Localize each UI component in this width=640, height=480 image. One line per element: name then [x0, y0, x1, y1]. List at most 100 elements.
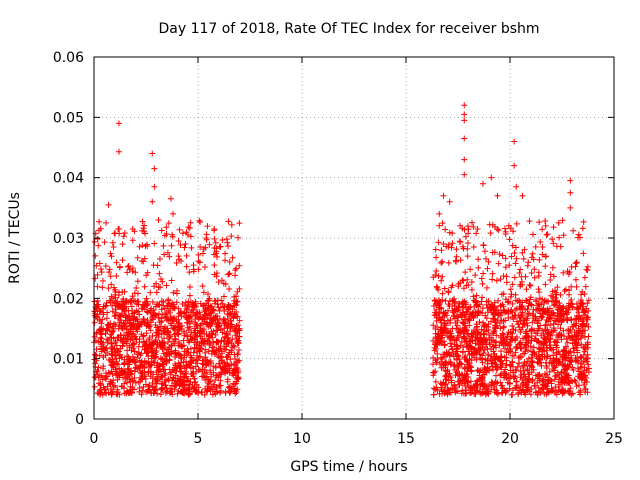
data-point — [175, 378, 182, 385]
data-point — [172, 377, 179, 384]
data-point — [165, 377, 172, 384]
y-tick-label: 0.06 — [53, 50, 84, 66]
data-point — [529, 250, 536, 257]
data-point — [208, 306, 215, 313]
data-point — [232, 267, 239, 274]
data-point — [231, 310, 238, 317]
data-point — [122, 335, 129, 342]
data-point — [181, 332, 188, 339]
data-point — [503, 279, 510, 286]
data-point — [118, 324, 125, 331]
data-point — [220, 338, 227, 345]
data-point — [144, 269, 151, 276]
data-point — [578, 291, 585, 298]
data-point — [168, 277, 175, 284]
data-point — [439, 290, 446, 297]
data-point — [512, 260, 519, 267]
data-point — [190, 349, 197, 356]
data-point — [193, 381, 200, 388]
data-point — [92, 352, 99, 359]
data-point — [141, 346, 148, 353]
data-point — [225, 362, 232, 369]
data-point — [156, 363, 163, 370]
data-point — [145, 321, 152, 328]
data-point — [560, 232, 567, 239]
data-point — [231, 385, 238, 392]
data-point — [192, 357, 199, 364]
data-point — [497, 276, 504, 283]
data-point — [202, 354, 209, 361]
data-point — [147, 289, 154, 296]
data-point — [445, 259, 452, 266]
data-point — [108, 293, 115, 300]
data-point — [225, 271, 232, 278]
data-point — [220, 293, 227, 300]
data-point — [141, 283, 148, 290]
data-point — [550, 240, 557, 247]
data-point — [226, 311, 233, 318]
data-point — [161, 305, 168, 312]
data-point — [108, 389, 115, 396]
data-point — [215, 278, 222, 285]
data-point — [91, 238, 98, 245]
data-point — [484, 265, 491, 272]
data-point — [164, 249, 171, 256]
data-point — [108, 334, 115, 341]
data-point — [461, 117, 468, 124]
data-point — [155, 371, 162, 378]
data-point — [567, 204, 574, 211]
data-point — [535, 269, 542, 276]
data-point — [134, 351, 141, 358]
data-point — [140, 383, 147, 390]
data-point — [133, 316, 140, 323]
data-point — [488, 174, 495, 181]
data-point — [452, 257, 459, 264]
data-point — [214, 312, 221, 319]
data-point — [184, 319, 191, 326]
data-point — [113, 259, 120, 266]
data-point — [124, 353, 131, 360]
data-point — [201, 308, 208, 315]
data-point — [141, 228, 148, 235]
data-point — [195, 354, 202, 361]
data-point — [224, 360, 231, 367]
data-point — [234, 234, 241, 241]
data-point — [153, 329, 160, 336]
data-point — [162, 313, 169, 320]
data-point — [549, 264, 556, 271]
data-point — [140, 315, 147, 322]
data-point — [124, 269, 131, 276]
data-point — [126, 376, 133, 383]
data-point — [159, 380, 166, 387]
data-point — [542, 222, 549, 229]
data-point — [116, 319, 123, 326]
data-point — [481, 248, 488, 255]
data-point — [135, 323, 142, 330]
data-point — [147, 327, 154, 334]
data-point — [195, 266, 202, 273]
data-point — [234, 313, 241, 320]
data-point — [211, 297, 218, 304]
data-point — [582, 283, 589, 290]
data-point — [150, 358, 157, 365]
data-point — [183, 364, 190, 371]
data-point — [439, 258, 446, 265]
data-point — [116, 312, 123, 319]
data-point — [211, 235, 218, 242]
data-point — [98, 346, 105, 353]
data-point — [129, 353, 136, 360]
data-point — [133, 285, 140, 292]
data-point — [453, 246, 460, 253]
data-point — [197, 353, 204, 360]
data-point — [167, 385, 174, 392]
chart-title: Day 117 of 2018, Rate Of TEC Index for r… — [158, 21, 539, 37]
data-point — [171, 326, 178, 333]
data-point — [226, 259, 233, 266]
data-point — [203, 388, 210, 395]
data-point — [164, 331, 171, 338]
data-point — [516, 353, 523, 360]
data-point — [182, 241, 189, 248]
data-point — [222, 257, 229, 264]
y-axis-label: ROTI / TECUs — [7, 192, 23, 284]
